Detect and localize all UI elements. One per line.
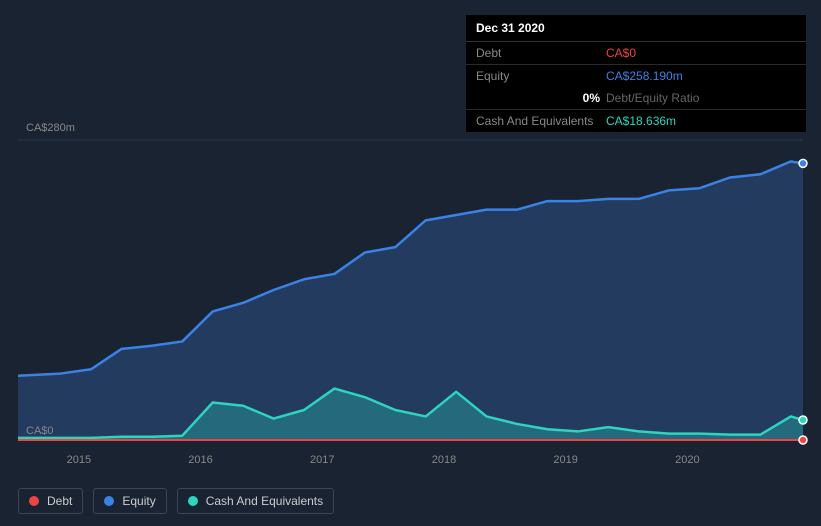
- tooltip-row-label: Debt: [476, 46, 606, 60]
- y-tick-label: CA$280m: [26, 122, 75, 134]
- legend-label: Equity: [122, 494, 155, 508]
- y-tick-label: CA$0: [26, 425, 54, 437]
- debt-equity-chart: CA$0 CA$280m 2015 2016 2017 2018 2019 2020 Dec…: [0, 0, 821, 526]
- legend-swatch-icon: [104, 496, 114, 506]
- x-tick-label: 2020: [675, 454, 699, 466]
- tooltip-row-label: Cash And Equivalents: [476, 114, 606, 128]
- tooltip-date: Dec 31 2020: [466, 15, 806, 42]
- x-tick-label: 2019: [553, 454, 577, 466]
- tooltip-row-value: CA$258.190m: [606, 69, 796, 83]
- legend-swatch-icon: [188, 496, 198, 506]
- legend-swatch-icon: [29, 496, 39, 506]
- tooltip-row: Cash And EquivalentsCA$18.636m: [466, 110, 806, 132]
- tooltip-ratio-row: 0% Debt/Equity Ratio: [466, 87, 806, 110]
- tooltip-ratio-pct: 0%: [476, 91, 606, 105]
- legend-label: Cash And Equivalents: [206, 494, 323, 508]
- legend-item-equity[interactable]: Equity: [93, 488, 166, 514]
- x-tick-label: 2017: [310, 454, 334, 466]
- x-tick-label: 2018: [432, 454, 456, 466]
- tooltip-ratio-label: Debt/Equity Ratio: [606, 91, 699, 105]
- x-tick-label: 2016: [188, 454, 212, 466]
- end-marker-equity: [799, 159, 807, 167]
- tooltip-row: DebtCA$0: [466, 42, 806, 65]
- chart-legend: Debt Equity Cash And Equivalents: [18, 488, 334, 514]
- chart-tooltip: Dec 31 2020 DebtCA$0EquityCA$258.190m 0%…: [466, 15, 806, 132]
- legend-label: Debt: [47, 494, 72, 508]
- x-tick-label: 2015: [67, 454, 91, 466]
- legend-item-debt[interactable]: Debt: [18, 488, 83, 514]
- tooltip-row-value: CA$0: [606, 46, 796, 60]
- end-marker-debt: [799, 436, 807, 444]
- end-marker-cash-and-equivalents: [799, 416, 807, 424]
- legend-item-cash-and-equivalents[interactable]: Cash And Equivalents: [177, 488, 334, 514]
- area-equity: [18, 161, 803, 440]
- tooltip-row: EquityCA$258.190m: [466, 65, 806, 87]
- tooltip-row-value: CA$18.636m: [606, 114, 796, 128]
- tooltip-row-label: Equity: [476, 69, 606, 83]
